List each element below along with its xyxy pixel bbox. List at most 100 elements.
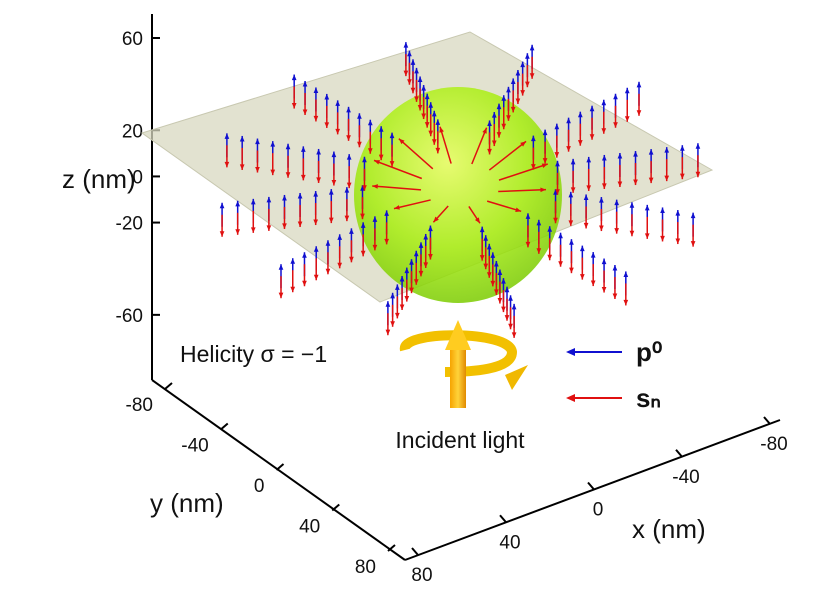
arrow-head xyxy=(409,259,414,265)
field-arrow xyxy=(589,117,595,140)
arrow-head xyxy=(282,194,287,201)
arrow-head xyxy=(601,287,607,293)
arrow-shaft xyxy=(372,185,422,191)
arrow-head xyxy=(599,197,604,203)
field-arrow xyxy=(373,159,423,180)
arrow-head xyxy=(515,207,522,212)
arrow-head xyxy=(424,122,430,128)
field-arrow xyxy=(508,307,513,330)
field-arrow xyxy=(219,214,225,237)
arrow-head xyxy=(423,233,429,240)
field-arrow xyxy=(569,251,574,274)
arrow-head xyxy=(331,151,337,158)
arrow-head xyxy=(536,219,542,226)
arrow-head xyxy=(395,284,400,290)
arrow-head xyxy=(695,143,701,149)
arrow-head xyxy=(393,205,400,210)
field-arrow xyxy=(644,216,650,239)
field-arrow xyxy=(313,203,319,226)
arrow-head xyxy=(494,289,499,295)
arrow-head xyxy=(367,119,373,126)
arrow-head xyxy=(617,152,623,159)
field-arrow xyxy=(290,270,296,293)
arrow-head xyxy=(302,252,307,258)
arrow-head xyxy=(601,128,607,134)
arrow-head xyxy=(270,169,276,176)
field-arrow xyxy=(346,166,352,189)
field-arrow xyxy=(224,145,230,168)
arrow-head xyxy=(404,267,410,274)
arrow-head xyxy=(291,103,297,109)
arrow-head xyxy=(278,292,284,299)
field-arrow xyxy=(486,200,522,213)
arrow-head xyxy=(255,167,260,173)
arrow-head xyxy=(690,241,696,247)
arrow-head xyxy=(570,187,576,193)
arrow-head xyxy=(490,280,496,287)
arrow-head xyxy=(297,193,303,199)
incident-light-icon xyxy=(400,320,528,408)
field-arrow xyxy=(344,199,350,222)
x-tick-label: 40 xyxy=(499,532,520,553)
field-arrow xyxy=(439,126,452,164)
field-arrow xyxy=(554,135,560,158)
arrow-head xyxy=(482,127,487,134)
arrow-head xyxy=(362,185,367,191)
arrow-head xyxy=(313,274,319,281)
x-tick xyxy=(763,416,771,425)
arrow-head xyxy=(360,222,366,228)
field-arrow xyxy=(435,131,441,154)
arrow-head xyxy=(313,191,319,197)
field-arrow xyxy=(570,170,576,193)
x-tick-label: -80 xyxy=(760,434,787,455)
arrow-head xyxy=(374,160,381,165)
field-arrow xyxy=(428,114,434,137)
field-arrow xyxy=(614,211,620,234)
arrow-head xyxy=(421,113,426,120)
field-arrow xyxy=(623,283,629,306)
arrow-head xyxy=(399,304,405,310)
field-arrow xyxy=(679,157,685,180)
arrow-head xyxy=(417,76,423,82)
field-arrow xyxy=(579,257,585,280)
arrow-head xyxy=(617,181,623,187)
arrow-head xyxy=(583,194,589,200)
arrow-shaft xyxy=(498,188,547,193)
arrow-head xyxy=(300,146,306,152)
legend-label: p⁰ xyxy=(636,337,662,367)
arrow-head xyxy=(629,202,635,208)
arrow-head xyxy=(285,143,291,150)
arrow-head xyxy=(385,329,391,336)
arrow-head xyxy=(384,238,389,245)
incident-light-label: Incident light xyxy=(395,427,525,453)
arrow-head xyxy=(555,189,560,195)
arrow-head xyxy=(344,215,350,222)
arrow-head xyxy=(586,156,592,163)
arrow-head xyxy=(395,312,400,319)
legend-label: sₙ xyxy=(636,383,661,413)
arrow-head xyxy=(407,79,412,85)
arrow-head xyxy=(558,232,563,239)
arrow-head xyxy=(542,158,548,164)
arrow-head xyxy=(511,332,517,338)
z-axis-label: z (nm) xyxy=(62,164,136,194)
field-arrow xyxy=(536,231,542,254)
arrow-head xyxy=(491,140,497,147)
legend-arrowhead xyxy=(566,394,575,402)
arrow-head xyxy=(501,306,506,313)
field-arrow xyxy=(389,144,395,167)
arrow-head xyxy=(389,132,395,139)
arrow-head xyxy=(219,231,225,237)
arrow-head xyxy=(224,133,230,139)
arrow-head xyxy=(504,286,510,293)
arrow-head xyxy=(490,252,496,258)
field-arrow xyxy=(372,184,422,191)
arrow-head xyxy=(428,130,434,137)
field-arrow xyxy=(601,111,607,134)
field-arrow xyxy=(568,203,574,226)
arrow-head xyxy=(569,239,574,245)
arrow-shaft xyxy=(498,163,548,181)
arrow-head xyxy=(357,113,362,119)
field-arrow xyxy=(566,129,571,152)
arrow-head xyxy=(483,263,489,270)
